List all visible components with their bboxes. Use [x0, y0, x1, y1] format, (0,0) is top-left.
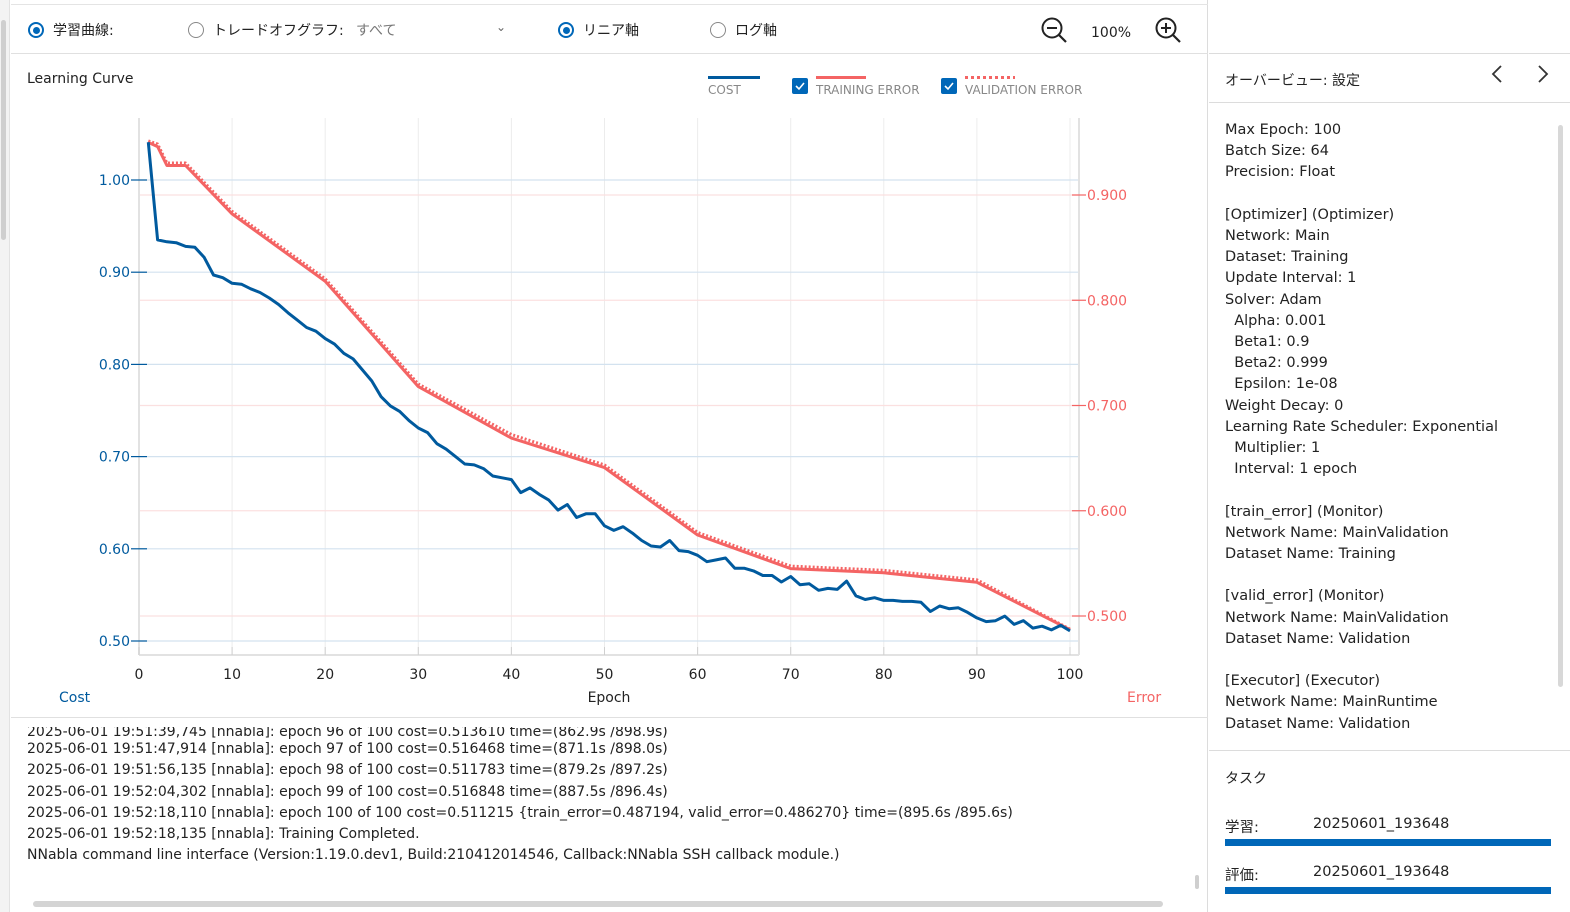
legend-validation-error-swatch: [965, 76, 1015, 79]
learning-curve-label: 学習曲線:: [53, 23, 114, 39]
tasks-title: タスク: [1225, 771, 1267, 787]
task-value: 20250601_193648: [1313, 816, 1450, 832]
x-tick-label: 0: [135, 667, 144, 683]
x-tick-label: 30: [409, 667, 427, 683]
log-axis-radio[interactable]: ログ軸: [710, 20, 777, 40]
radio-unselected-icon: [188, 22, 204, 38]
x-tick-label: 60: [689, 667, 707, 683]
y-left-tick-label: 0.60: [99, 542, 130, 558]
zoom-out-button[interactable]: [1040, 16, 1068, 44]
overview-scrollbar[interactable]: [1558, 125, 1563, 687]
radio-selected-icon: [558, 22, 574, 38]
x-tick-label: 90: [968, 667, 986, 683]
log-line: 2025-06-01 19:51:39,745 [nnabla]: epoch …: [27, 727, 668, 739]
legend-cost-swatch: [708, 76, 760, 79]
log-line: 2025-06-01 19:52:18,110 [nnabla]: epoch …: [27, 804, 1013, 821]
log-axis-label: ログ軸: [735, 23, 777, 39]
y-right-tick-label: 0.800: [1087, 293, 1127, 309]
task-progress-fill: [1225, 887, 1551, 894]
chevron-left-icon: [1491, 65, 1502, 83]
y-axis-right-label: Error: [1127, 690, 1161, 706]
x-tick-label: 50: [596, 667, 614, 683]
zoom-in-icon: [1155, 17, 1181, 43]
legend-validation-error-label: VALIDATION ERROR: [965, 83, 1083, 97]
legend-cost-label: COST: [708, 83, 741, 97]
log-lines: 2025-06-01 19:51:39,745 [nnabla]: epoch …: [27, 727, 1013, 867]
validation-error-checkbox[interactable]: [941, 78, 957, 94]
overview-header: オーバービュー: 設定: [1209, 53, 1570, 103]
log-horizontal-scrollbar[interactable]: [33, 901, 1163, 907]
linear-axis-radio[interactable]: リニア軸: [558, 20, 639, 40]
task-label: 学習:: [1225, 820, 1259, 836]
radio-unselected-icon: [710, 22, 726, 38]
tradeoff-graph-label: トレードオフグラフ:: [213, 23, 344, 39]
task-progress-fill: [1225, 839, 1551, 846]
next-button[interactable]: [1531, 64, 1555, 92]
x-tick-label: 70: [782, 667, 800, 683]
chart-title: Learning Curve: [27, 71, 134, 87]
task-progress-bar: [1225, 887, 1551, 894]
log-vertical-scrollbar[interactable]: [1195, 875, 1199, 889]
main-panel: 学習曲線: トレードオフグラフ: すべて ⌄ リニア軸 ログ軸: [11, 0, 1208, 912]
prev-button[interactable]: [1485, 64, 1509, 92]
legend-training-error-swatch: [816, 76, 866, 79]
training-error-checkbox[interactable]: [792, 78, 808, 94]
radio-selected-icon: [28, 22, 44, 38]
y-left-tick-label: 1.00: [99, 173, 130, 189]
y-right-tick-label: 0.600: [1087, 504, 1127, 520]
overview-title: オーバービュー: 設定: [1225, 73, 1361, 89]
graph-toolbar: 学習曲線: トレードオフグラフ: すべて ⌄ リニア軸 ログ軸: [11, 4, 1208, 54]
tradeoff-dropdown[interactable]: すべて ⌄: [356, 20, 506, 40]
log-line: NNabla command line interface (Version:1…: [27, 847, 840, 864]
log-line: 2025-06-01 19:51:47,914 [nnabla]: epoch …: [27, 741, 668, 757]
chevron-down-icon: ⌄: [495, 20, 506, 34]
y-axis-left-label: Cost: [59, 690, 91, 706]
x-tick-label: 80: [875, 667, 893, 683]
log-line: 2025-06-01 19:51:56,135 [nnabla]: epoch …: [27, 762, 668, 779]
legend-training-error-label: TRAINING ERROR: [816, 83, 920, 97]
chevron-right-icon: [1538, 65, 1549, 83]
overview-settings-text: Max Epoch: 100 Batch Size: 64 Precision:…: [1225, 122, 1498, 732]
y-left-tick-label: 0.80: [99, 357, 130, 373]
x-tick-label: 40: [502, 667, 520, 683]
x-tick-label: 100: [1057, 667, 1084, 683]
learning-curve-radio[interactable]: 学習曲線:: [28, 20, 114, 40]
series-training-error-line: [147, 141, 1071, 632]
zoom-in-button[interactable]: [1154, 16, 1182, 44]
left-scrollbar[interactable]: [0, 0, 10, 912]
zoom-out-icon: [1041, 17, 1067, 43]
checkmark-icon: [944, 82, 954, 91]
zoom-level: 100%: [1091, 25, 1132, 41]
log-line: 2025-06-01 19:52:18,135 [nnabla]: Traini…: [27, 826, 420, 843]
y-left-tick-label: 0.90: [99, 265, 130, 281]
series-validation-error-line: [147, 139, 1071, 631]
y-right-tick-label: 0.500: [1087, 609, 1127, 625]
y-right-tick-label: 0.700: [1087, 399, 1127, 415]
x-axis-label: Epoch: [588, 690, 631, 706]
y-right-tick-label: 0.900: [1087, 188, 1127, 204]
linear-axis-label: リニア軸: [583, 23, 639, 39]
tasks-section: タスク 学習: 20250601_193648 評価: 20250601_193…: [1209, 750, 1570, 912]
task-label: 評価:: [1225, 868, 1259, 884]
series-cost-line: [146, 142, 1071, 633]
x-tick-label: 10: [223, 667, 241, 683]
tradeoff-graph-radio[interactable]: トレードオフグラフ:: [188, 20, 344, 40]
task-value: 20250601_193648: [1313, 864, 1450, 880]
x-tick-label: 20: [316, 667, 334, 683]
checkmark-icon: [795, 82, 805, 91]
overview-panel: オーバービュー: 設定 Max Epoch: 100 Batch Size: 6…: [1209, 0, 1570, 912]
learning-curve-chart: 0 10 20 30 40 50 60 70 80 90 100 0.50 0.60 0.70 0.80 0.…: [59, 118, 1161, 706]
y-left-tick-label: 0.70: [99, 450, 130, 466]
log-line: 2025-06-01 19:52:04,302 [nnabla]: epoch …: [27, 783, 668, 800]
training-log[interactable]: 2025-06-01 19:51:39,745 [nnabla]: epoch …: [11, 717, 1208, 912]
task-progress-bar: [1225, 839, 1551, 846]
tradeoff-dropdown-value: すべて: [356, 23, 397, 39]
y-left-tick-label: 0.50: [99, 634, 130, 650]
left-scrollbar-thumb[interactable]: [1, 20, 6, 240]
